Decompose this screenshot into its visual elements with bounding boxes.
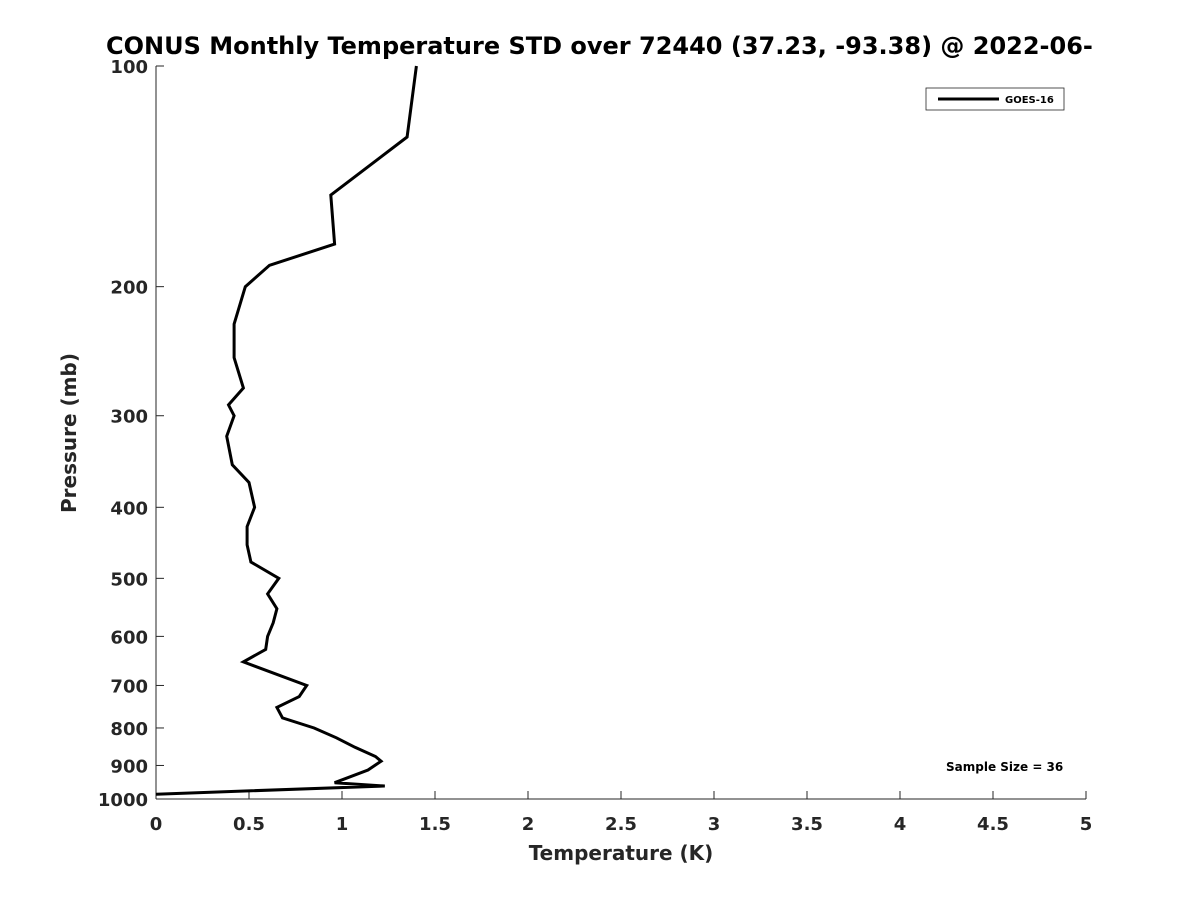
x-tick-label: 2 (522, 814, 535, 835)
y-tick-label: 1000 (98, 790, 148, 811)
legend-label-goes-16: GOES-16 (1005, 95, 1054, 106)
x-tick-label: 3.5 (791, 814, 823, 835)
y-tick-label: 500 (110, 569, 148, 590)
legend: GOES-16 (925, 87, 1065, 111)
plot-area (156, 66, 1086, 799)
x-tick-label: 0.5 (233, 814, 265, 835)
y-tick-label: 900 (110, 756, 148, 777)
y-ticks: 100 200 300 400 500 600 700 800 900 1000 (98, 57, 164, 811)
x-tick-label: 2.5 (605, 814, 637, 835)
y-axis-label: Pressure (mb) (57, 353, 81, 513)
x-tick-label: 1.5 (419, 814, 451, 835)
x-ticks: 0 0.5 1 1.5 2 2.5 3 3.5 4 4.5 5 (150, 791, 1093, 835)
y-tick-label: 200 (110, 278, 148, 299)
x-axis-label: Temperature (K) (529, 841, 714, 865)
chart-title: CONUS Monthly Temperature STD over 72440… (106, 32, 1093, 60)
y-tick-label: 400 (110, 498, 148, 519)
x-tick-label: 4.5 (977, 814, 1009, 835)
x-tick-label: 5 (1080, 814, 1093, 835)
series-group (155, 65, 418, 796)
y-tick-label: 300 (110, 407, 148, 428)
y-tick-label: 800 (110, 719, 148, 740)
annotation-sample-size: Sample Size = 36 (946, 760, 1063, 774)
y-tick-label: 700 (110, 676, 148, 697)
x-tick-label: 4 (894, 814, 907, 835)
x-tick-label: 0 (150, 814, 163, 835)
x-tick-label: 3 (708, 814, 721, 835)
x-tick-label: 1 (336, 814, 349, 835)
series-line-goes-16 (155, 65, 418, 796)
y-tick-label: 600 (110, 627, 148, 648)
y-tick-label: 100 (110, 57, 148, 78)
